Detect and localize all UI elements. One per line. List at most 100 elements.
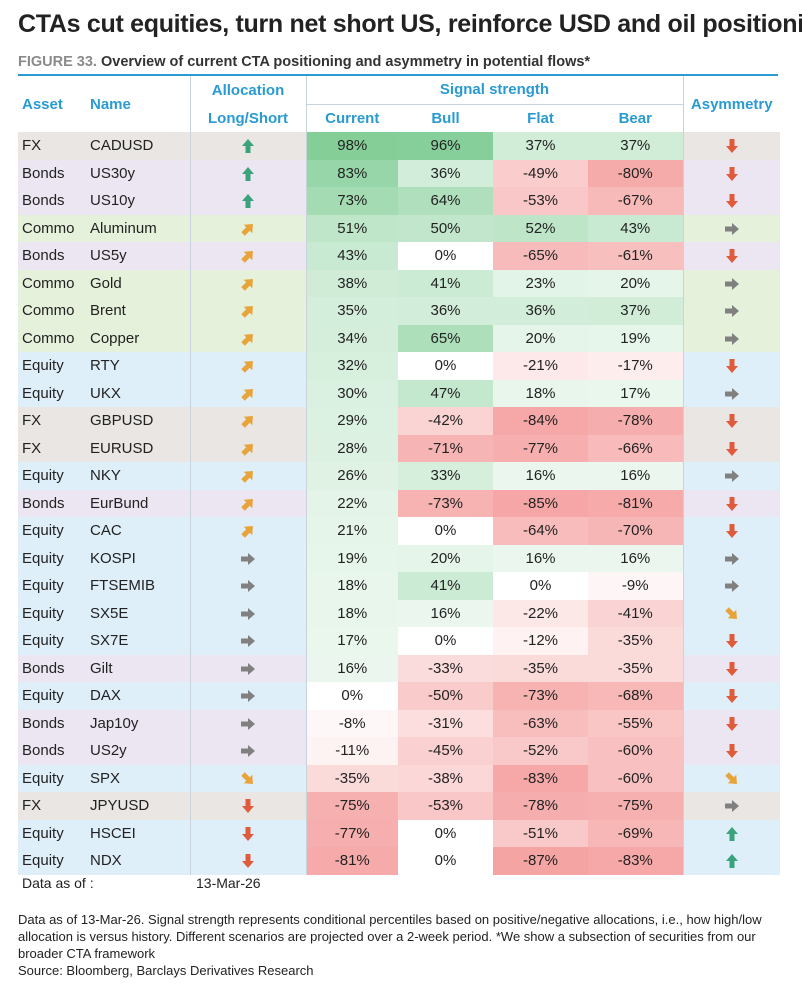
- asymmetry-down-arrow-icon: [724, 743, 740, 759]
- cell-asymmetry: [682, 792, 780, 820]
- cell-bear: -78%: [588, 407, 683, 435]
- header-signal-strength: Signal strength: [305, 76, 683, 105]
- table-row: Equity RTY 32% 0% -21% -17%: [18, 352, 780, 380]
- allocation-right-arrow-icon: [240, 578, 256, 594]
- cell-bull: 0%: [398, 819, 493, 847]
- cell-asymmetry: [682, 187, 780, 215]
- cell-flat: 23%: [493, 269, 588, 297]
- cell-bull: 41%: [398, 572, 493, 600]
- table-row: Equity KOSPI 19% 20% 16% 16%: [18, 544, 780, 572]
- cell-flat: -77%: [493, 434, 588, 462]
- cell-asymmetry: [682, 709, 780, 737]
- cell-allocation: [189, 599, 306, 627]
- cell-current: 34%: [305, 324, 398, 352]
- cell-allocation: [189, 379, 306, 407]
- cell-current: 98%: [305, 132, 398, 160]
- asymmetry-down-arrow-icon: [724, 523, 740, 539]
- figure-text: Overview of current CTA positioning and …: [101, 54, 591, 70]
- header-allocation-1: Allocation: [189, 76, 306, 104]
- cell-bull: -31%: [398, 709, 493, 737]
- cell-name: NKY: [86, 462, 190, 490]
- cell-asset: Commo: [18, 297, 86, 325]
- cell-asymmetry: [682, 599, 780, 627]
- cell-current: 35%: [305, 297, 398, 325]
- cell-name: CADUSD: [86, 132, 190, 160]
- cell-bull: -33%: [398, 654, 493, 682]
- cell-allocation: [189, 792, 306, 820]
- cell-asset: Equity: [18, 764, 86, 792]
- cell-flat: -84%: [493, 407, 588, 435]
- cell-asymmetry: [682, 132, 780, 160]
- asymmetry-down-arrow-icon: [724, 661, 740, 677]
- footnote-text: Data as of 13-Mar-26. Signal strength re…: [18, 912, 762, 961]
- cell-asset: Equity: [18, 462, 86, 490]
- cell-current: -11%: [305, 737, 398, 765]
- cell-current: 43%: [305, 242, 398, 270]
- asymmetry-right-arrow-icon: [724, 303, 740, 319]
- header-asymmetry: Asymmetry: [682, 76, 780, 132]
- cell-asset: Equity: [18, 572, 86, 600]
- cell-asymmetry: [682, 517, 780, 545]
- cell-current: 83%: [305, 159, 398, 187]
- cell-bear: -67%: [588, 187, 683, 215]
- cell-flat: -65%: [493, 242, 588, 270]
- cell-bear: -55%: [588, 709, 683, 737]
- cell-current: -81%: [305, 847, 398, 875]
- cell-flat: 0%: [493, 572, 588, 600]
- cell-allocation: [189, 242, 306, 270]
- header-current: Current: [305, 104, 398, 132]
- cell-flat: -21%: [493, 352, 588, 380]
- asymmetry-down-arrow-icon: [724, 716, 740, 732]
- asymmetry-down-arrow-icon: [724, 633, 740, 649]
- table-row: Equity NDX -81% 0% -87% -83%: [18, 847, 780, 875]
- cell-asset: Equity: [18, 544, 86, 572]
- header-bear: Bear: [618, 109, 652, 127]
- cell-bear: -69%: [588, 819, 683, 847]
- cell-allocation: [189, 627, 306, 655]
- cell-asymmetry: [682, 764, 780, 792]
- cell-flat: 37%: [493, 132, 588, 160]
- cell-name: DAX: [86, 682, 190, 710]
- table-row: Equity SX5E 18% 16% -22% -41%: [18, 599, 780, 627]
- cell-name: EurBund: [86, 489, 190, 517]
- table-row: Equity HSCEI -77% 0% -51% -69%: [18, 819, 780, 847]
- table-row: Commo Copper 34% 65% 20% 19%: [18, 324, 780, 352]
- table-row: Commo Gold 38% 41% 23% 20%: [18, 269, 780, 297]
- cell-flat: -49%: [493, 159, 588, 187]
- cell-bear: -75%: [588, 792, 683, 820]
- allocation-right-arrow-icon: [240, 743, 256, 759]
- cell-current: -35%: [305, 764, 398, 792]
- cell-allocation: [189, 654, 306, 682]
- cell-name: SPX: [86, 764, 190, 792]
- cell-flat: 16%: [493, 544, 588, 572]
- cell-bear: 19%: [588, 324, 683, 352]
- cell-allocation: [189, 214, 306, 242]
- cell-allocation: [189, 709, 306, 737]
- cell-asset: Equity: [18, 627, 86, 655]
- allocation-up-right-arrow-icon: [240, 276, 256, 292]
- table-row: FX JPYUSD -75% -53% -78% -75%: [18, 792, 780, 820]
- cell-asset: Bonds: [18, 737, 86, 765]
- cell-bull: 50%: [398, 214, 493, 242]
- cell-bull: 0%: [398, 352, 493, 380]
- cell-current: 21%: [305, 517, 398, 545]
- cell-flat: 36%: [493, 297, 588, 325]
- allocation-up-right-arrow-icon: [240, 248, 256, 264]
- cell-allocation: [189, 269, 306, 297]
- cell-asymmetry: [682, 352, 780, 380]
- cell-current: 28%: [305, 434, 398, 462]
- cell-name: GBPUSD: [86, 407, 190, 435]
- cell-name: US2y: [86, 737, 190, 765]
- cell-name: SX7E: [86, 627, 190, 655]
- cell-asset: Commo: [18, 214, 86, 242]
- cell-name: RTY: [86, 352, 190, 380]
- cell-asset: Equity: [18, 352, 86, 380]
- cell-bull: -42%: [398, 407, 493, 435]
- cell-flat: -63%: [493, 709, 588, 737]
- cell-allocation: [189, 819, 306, 847]
- cell-asymmetry: [682, 242, 780, 270]
- cell-flat: -87%: [493, 847, 588, 875]
- cell-asymmetry: [682, 847, 780, 875]
- cell-bull: 47%: [398, 379, 493, 407]
- asymmetry-down-arrow-icon: [724, 358, 740, 374]
